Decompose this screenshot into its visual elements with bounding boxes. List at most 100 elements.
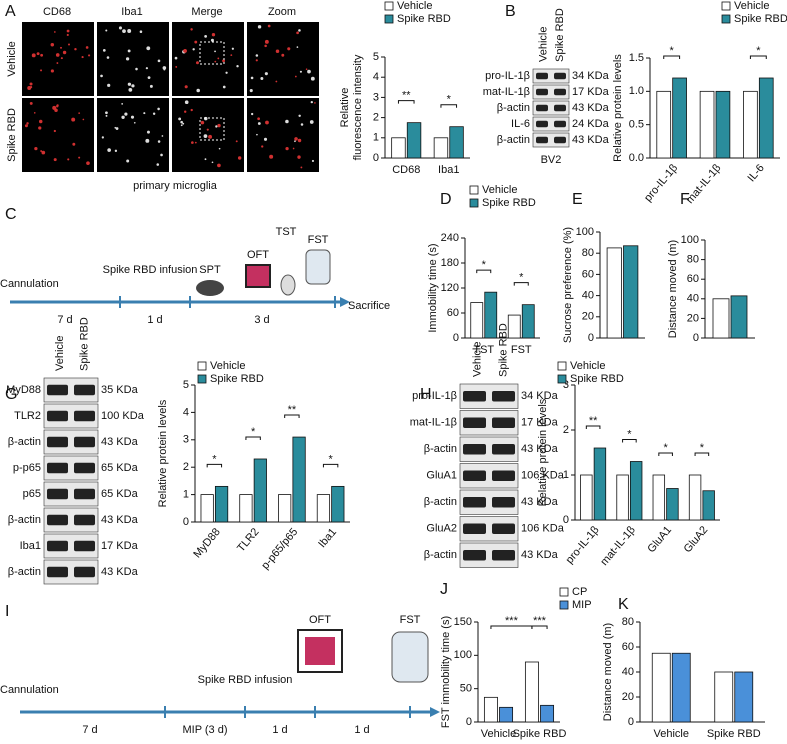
image-column-label: Iba1 <box>121 6 142 18</box>
cell <box>237 156 242 160</box>
cell <box>71 117 76 122</box>
blot-strip <box>532 132 570 148</box>
band-size: 100 KDa <box>101 410 145 422</box>
y-tick-label: 1.5 <box>629 52 644 64</box>
cell <box>40 150 43 152</box>
x-tick-label: TLR2 <box>235 526 261 554</box>
bar <box>688 474 702 521</box>
band-label: p-p65 <box>13 462 41 474</box>
cell <box>81 55 84 59</box>
cell <box>56 105 59 108</box>
cell <box>190 28 193 31</box>
y-tick-label: 60 <box>582 268 594 280</box>
significance-label: *** <box>505 615 519 627</box>
band <box>536 120 548 128</box>
band-size: 106 KDa <box>521 470 565 482</box>
significance-bracket <box>658 452 673 456</box>
event-label: Cannulation <box>0 278 59 290</box>
panel-label: E <box>572 191 583 208</box>
cell <box>145 138 150 143</box>
cell <box>53 31 56 33</box>
x-tick-label: Spike RBD <box>513 728 567 740</box>
micrograph <box>97 98 169 172</box>
arrowhead <box>430 707 440 717</box>
cell <box>200 120 205 125</box>
y-tick-label: 2 <box>373 112 379 124</box>
blot-strip <box>532 68 570 84</box>
band-size: 43 KDa <box>101 514 139 526</box>
band-label: β-actin <box>8 566 41 578</box>
cell <box>194 141 197 144</box>
band-label: β-actin <box>424 443 457 455</box>
band-label: pro-IL-1β <box>412 390 457 402</box>
cell <box>162 66 167 70</box>
cell <box>133 121 136 124</box>
bar <box>606 247 622 339</box>
x-tick-label: MyD88 <box>191 526 223 560</box>
cell <box>263 137 268 141</box>
panel-label: K <box>618 596 629 613</box>
x-tick-label: mat-IL-1β <box>684 162 724 206</box>
y-tick-label: 40 <box>622 666 634 678</box>
significance-label: * <box>447 94 452 106</box>
cell <box>114 126 117 129</box>
cell <box>196 88 200 93</box>
legend-label: Vehicle <box>482 184 517 196</box>
y-tick-label: 0 <box>453 332 459 344</box>
cell <box>161 135 164 137</box>
cell <box>135 67 138 71</box>
cell <box>121 102 124 105</box>
cell <box>287 47 291 51</box>
band <box>47 566 68 578</box>
band <box>47 514 68 526</box>
bar <box>743 90 758 159</box>
blot-strip <box>532 84 570 100</box>
x-tick-label: Spike RBD <box>707 728 761 740</box>
cell <box>72 142 76 146</box>
cell <box>184 110 187 113</box>
band <box>536 88 548 96</box>
oft-icon <box>245 264 271 288</box>
cell <box>285 146 289 151</box>
bar <box>651 652 671 723</box>
event-label: TST <box>276 226 297 238</box>
y-axis-label: fluorescence intensity <box>352 54 364 160</box>
cell <box>311 159 315 163</box>
band <box>492 523 515 535</box>
band-label: pro-IL-1β <box>485 70 530 82</box>
micrograph <box>247 22 319 96</box>
cell <box>163 68 166 71</box>
cell <box>182 122 185 125</box>
legend-swatch <box>557 361 567 371</box>
cell <box>105 111 108 115</box>
y-tick-label: 80 <box>622 616 634 628</box>
band <box>74 436 95 448</box>
band-label: GluA1 <box>426 470 457 482</box>
y-tick-label: 4 <box>183 406 189 418</box>
y-tick-label: 1 <box>563 469 569 481</box>
duration-label: 1 d <box>272 724 287 736</box>
event-label: SPT <box>199 264 221 276</box>
cell <box>257 117 260 121</box>
cell <box>250 76 254 80</box>
band <box>47 488 68 500</box>
cell <box>218 147 221 150</box>
significance-label: * <box>328 453 333 465</box>
band-size: 34 KDa <box>521 390 559 402</box>
band-size: 17 KDa <box>521 417 559 429</box>
cell <box>55 53 60 57</box>
micrograph <box>172 98 244 172</box>
cell <box>307 69 311 74</box>
bar <box>433 137 449 159</box>
x-tick-label: Iba1 <box>438 164 459 176</box>
duration-label: 3 d <box>254 314 269 326</box>
micrograph <box>22 22 94 96</box>
legend-label: Spike RBD <box>397 13 451 25</box>
panel-label: I <box>5 603 9 620</box>
band <box>463 549 486 561</box>
cell <box>175 65 178 68</box>
cell <box>180 120 183 124</box>
significance-bracket <box>531 625 548 629</box>
band-size: 65 KDa <box>101 488 139 500</box>
cell <box>128 87 133 92</box>
